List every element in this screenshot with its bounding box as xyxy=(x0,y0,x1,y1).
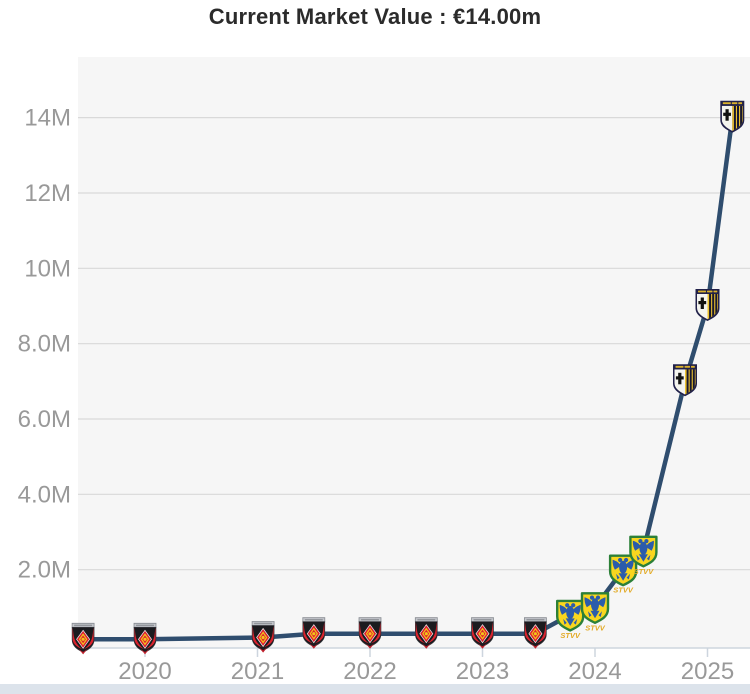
x-axis-year-label: 2021 xyxy=(231,658,284,685)
x-axis-year-label: 2023 xyxy=(456,658,509,685)
footer-strip-layer xyxy=(0,684,750,694)
market-value-point-urawa[interactable] xyxy=(71,622,95,655)
market-value-point-stvv[interactable] xyxy=(556,599,585,642)
market-value-point-urawa[interactable] xyxy=(133,622,157,655)
y-axis-tick-label: 12M xyxy=(24,180,71,207)
y-axis-tick-label: 10M xyxy=(24,255,71,282)
y-axis-tick-label: 8.0M xyxy=(18,331,71,358)
market-value-point-stvv[interactable] xyxy=(629,535,658,577)
y-axis-tick-label: 2.0M xyxy=(18,557,71,584)
market-value-point-stvv[interactable] xyxy=(580,592,610,634)
y-axis-tick-label: 4.0M xyxy=(18,481,71,508)
market-value-point-stvv[interactable] xyxy=(608,554,638,596)
bottom-strip xyxy=(0,684,750,694)
x-axis-year-label: 2025 xyxy=(681,658,734,685)
y-axis-tick-label: 6.0M xyxy=(18,406,71,433)
chart-title: Current Market Value : €14.00m xyxy=(208,4,542,29)
y-axis-tick-label: 14M xyxy=(24,105,71,132)
x-axis-year-label: 2022 xyxy=(343,658,396,685)
axes: 2.0M 4.0M 6.0M 8.0M 10M 12M 14M 2020 2021 2022 202… xyxy=(18,105,750,685)
x-axis-year-label: 2020 xyxy=(118,658,171,685)
x-axis-year-label: 2024 xyxy=(568,658,621,685)
